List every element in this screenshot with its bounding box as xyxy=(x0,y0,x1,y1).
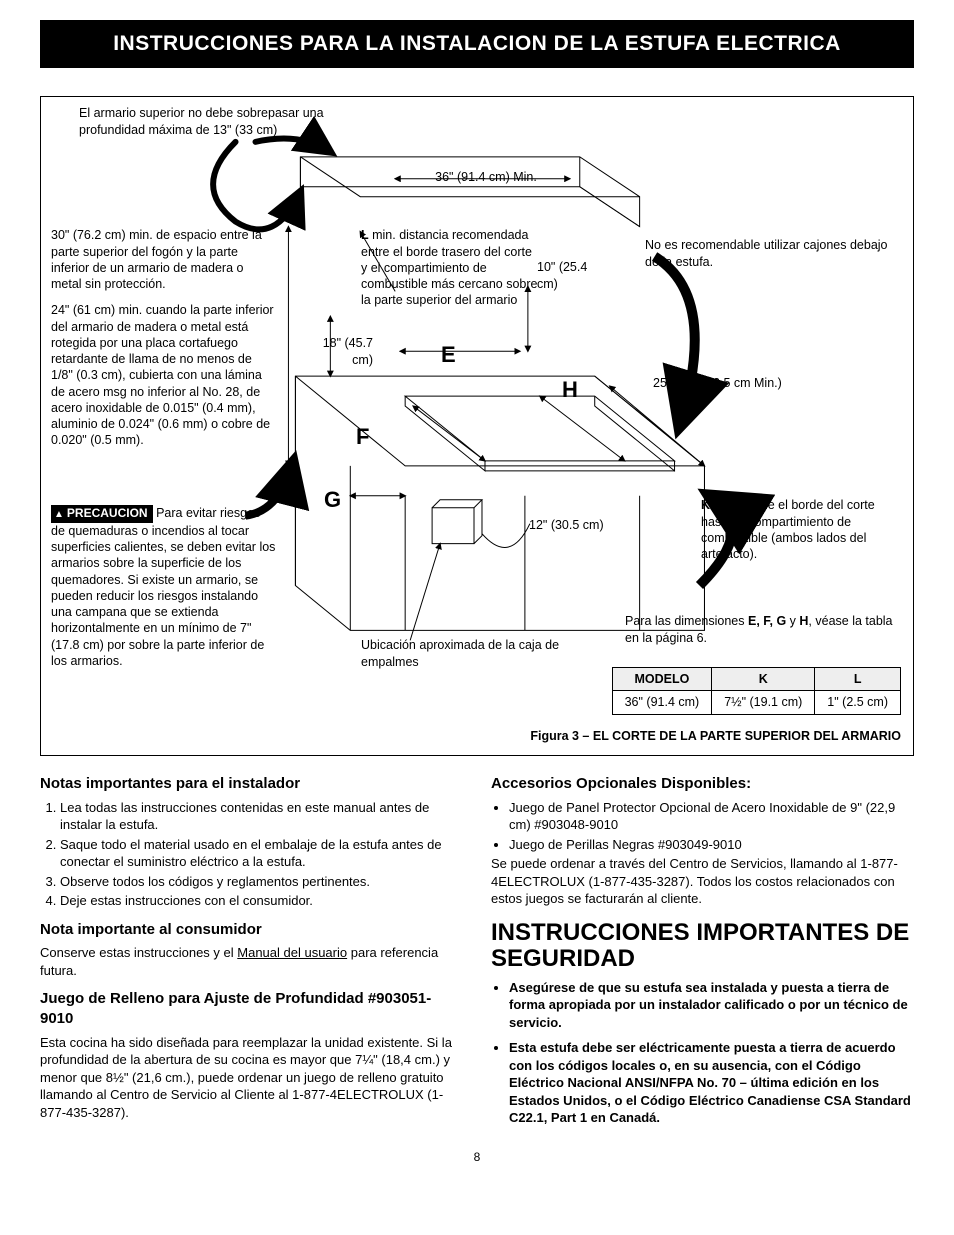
td-l: 1" (2.5 cm) xyxy=(815,691,901,715)
filler-kit-text: Esta cocina ha sido diseñada para reempl… xyxy=(40,1034,463,1122)
annot-dims-ref: Para las dimensiones E, F, G y H, véase … xyxy=(625,613,905,646)
caution-label: PRECAUCION xyxy=(51,505,153,523)
annot-30in: 30" (76.2 cm) min. de espacio entre la p… xyxy=(51,227,276,292)
th-modelo: MODELO xyxy=(612,667,712,691)
annot-36min: 36" (91.4 cm) Min. xyxy=(396,169,576,185)
letter-E: E xyxy=(441,340,456,370)
list-item: Lea todas las instrucciones contenidas e… xyxy=(60,799,463,834)
annot-24in: 24" (61 cm) min. cuando la parte inferio… xyxy=(51,302,276,448)
figure-caption: Figura 3 – EL CORTE DE LA PARTE SUPERIOR… xyxy=(530,728,901,745)
page-number: 8 xyxy=(40,1149,914,1165)
annot-no-drawers: No es recomendable utilizar cajones deba… xyxy=(645,237,890,270)
th-k: K xyxy=(712,667,815,691)
list-item: Deje estas instrucciones con el consumid… xyxy=(60,892,463,910)
annot-10: 10" (25.4 cm) xyxy=(537,259,607,292)
list-item: Saque todo el material usado en el embal… xyxy=(60,836,463,871)
list-item: Asegúrese de que su estufa sea instalada… xyxy=(509,979,914,1032)
annot-L: L min. distancia recomendada entre el bo… xyxy=(361,227,541,308)
annot-12: 12" (30.5 cm) xyxy=(529,517,609,533)
h-accessories: Accesorios Opcionales Disponibles: xyxy=(491,774,914,794)
left-column: Notas importantes para el instalador Lea… xyxy=(40,774,463,1135)
accessories-list: Juego de Panel Protector Opcional de Ace… xyxy=(491,799,914,854)
letter-G: G xyxy=(324,485,341,515)
figure-3: El armario superior no debe sobrepasar u… xyxy=(40,96,914,756)
page-title: INSTRUCCIONES PARA LA INSTALACION DE LA … xyxy=(40,20,914,68)
letter-F: F xyxy=(356,422,369,452)
h-installer-notes: Notas importantes para el instalador xyxy=(40,774,463,794)
annot-junction: Ubicación aproximada de la caja de empal… xyxy=(361,637,571,670)
annot-K: K min. desde el borde del corte hasta el… xyxy=(701,497,901,562)
h-filler-kit: Juego de Relleno para Ajuste de Profundi… xyxy=(40,989,463,1030)
td-k: 7½" (19.1 cm) xyxy=(712,691,815,715)
letter-H: H xyxy=(562,375,578,405)
safety-list: Asegúrese de que su estufa sea instalada… xyxy=(491,979,914,1127)
accessories-text: Se puede ordenar a través del Centro de … xyxy=(491,855,914,908)
list-item: Esta estufa debe ser eléctricamente pues… xyxy=(509,1039,914,1127)
consumer-note-text: Conserve estas instrucciones y el Manual… xyxy=(40,944,463,979)
installer-notes-list: Lea todas las instrucciones contenidas e… xyxy=(40,799,463,910)
list-item: Juego de Panel Protector Opcional de Ace… xyxy=(509,799,914,834)
dimension-table: MODELO K L 36" (91.4 cm) 7½" (19.1 cm) 1… xyxy=(612,667,901,716)
body-columns: Notas importantes para el instalador Lea… xyxy=(40,774,914,1135)
annot-25: 25" Min. (63.5 cm Min.) xyxy=(653,375,793,391)
caution-block: PRECAUCION Para evitar riesgos de quemad… xyxy=(51,505,276,669)
list-item: Observe todos los códigos y reglamentos … xyxy=(60,873,463,891)
th-l: L xyxy=(815,667,901,691)
h-safety: INSTRUCCIONES IMPORTANTES DE SEGURIDAD xyxy=(491,920,914,973)
caution-text: Para evitar riesgos de quemaduras o ince… xyxy=(51,506,275,668)
td-model: 36" (91.4 cm) xyxy=(612,691,712,715)
list-item: Juego de Perillas Negras #903049-9010 xyxy=(509,836,914,854)
annot-18: 18" (45.7 cm) xyxy=(303,335,373,368)
right-column: Accesorios Opcionales Disponibles: Juego… xyxy=(491,774,914,1135)
h-consumer-note: Nota importante al consumidor xyxy=(40,920,463,940)
annot-cabinet-depth: El armario superior no debe sobrepasar u… xyxy=(79,105,379,138)
